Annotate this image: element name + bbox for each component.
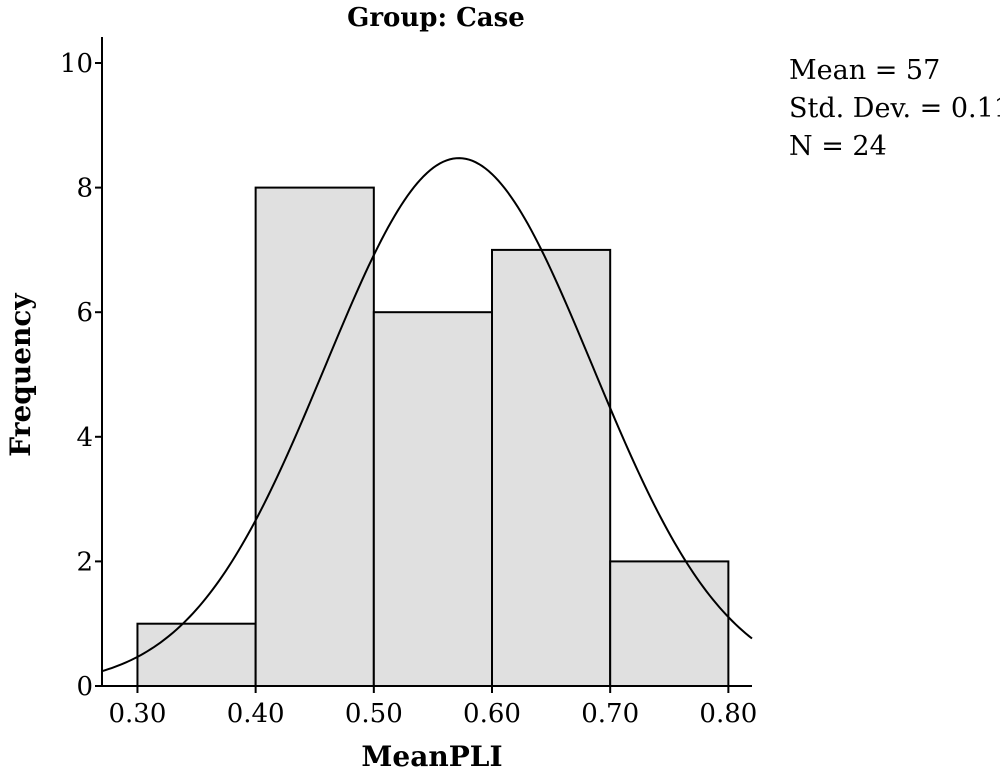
histogram-bar xyxy=(491,248,612,687)
stats-line: Std. Dev. = 0.113 xyxy=(789,93,1000,124)
y-tick-label: 10 xyxy=(60,49,93,79)
histogram-bar xyxy=(372,311,493,687)
histogram-bar xyxy=(609,560,730,688)
x-axis-title: MeanPLI xyxy=(361,740,502,773)
y-ticks: 0 2 4 6 8 10 xyxy=(60,49,102,702)
y-tick-label: 6 xyxy=(76,298,93,328)
x-tick-label: 0.50 xyxy=(345,699,403,729)
y-axis-title: Frequency xyxy=(4,293,37,457)
chart-title: Group: Case xyxy=(347,3,525,33)
stats-box: Mean = 57 Std. Dev. = 0.113 N = 24 xyxy=(789,55,1000,162)
x-tick-label: 0.70 xyxy=(581,699,639,729)
y-tick-label: 4 xyxy=(76,423,93,453)
bars-layer xyxy=(136,186,730,688)
x-tick-label: 0.80 xyxy=(699,699,757,729)
y-tick-label: 8 xyxy=(76,174,93,204)
x-tick-label: 0.60 xyxy=(463,699,521,729)
x-ticks: 0.30 0.40 0.50 0.60 0.70 0.80 xyxy=(109,686,757,729)
y-tick-label: 2 xyxy=(76,547,93,577)
y-tick-label: 0 xyxy=(76,672,93,702)
normal-curve-line xyxy=(101,157,753,673)
stats-line: Mean = 57 xyxy=(789,55,940,86)
axes-layer xyxy=(101,37,752,687)
histogram-bar xyxy=(254,186,375,687)
stats-line: N = 24 xyxy=(789,131,887,162)
histogram-bar xyxy=(136,622,257,688)
x-tick-label: 0.30 xyxy=(109,699,167,729)
x-tick-label: 0.40 xyxy=(227,699,285,729)
